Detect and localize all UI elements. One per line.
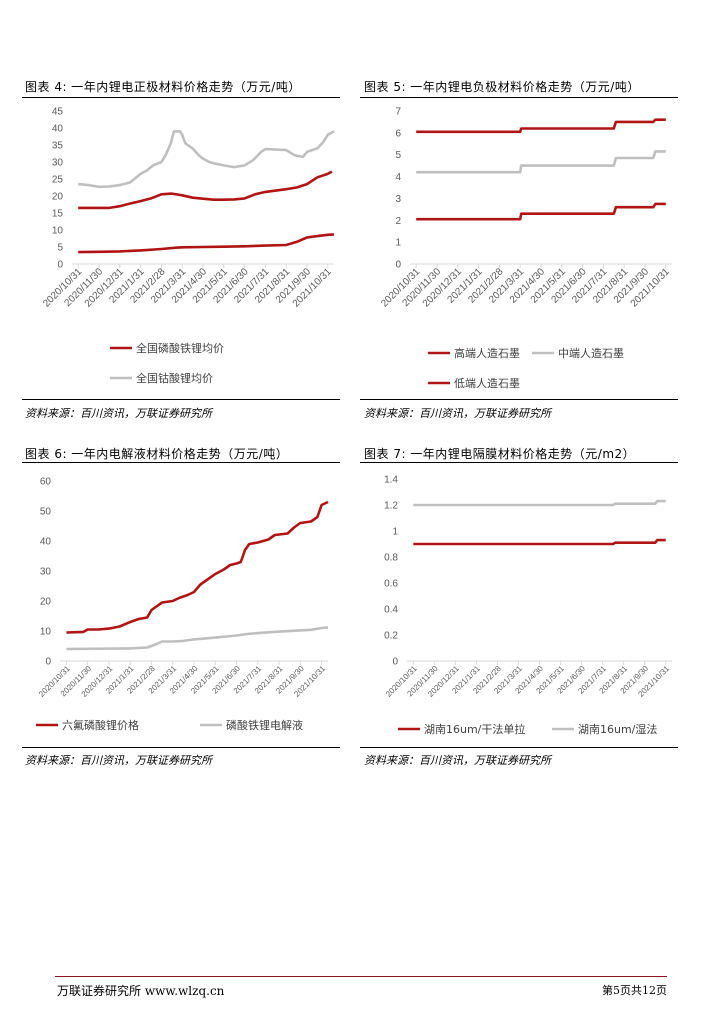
series-line: [416, 150, 666, 174]
legend-label: 中端人造石墨: [558, 346, 624, 360]
legend-label: 磷酸铁锂电解液: [226, 718, 303, 732]
y-tick-label: 20: [52, 192, 64, 203]
figure-4-header: 图表 4: 一年内锂电正极材料价格走势（万元/吨）: [25, 80, 301, 94]
figure-5-top-rule: [360, 97, 678, 98]
series-line: [416, 118, 666, 134]
series-line: [413, 538, 666, 546]
series-line: [66, 626, 329, 651]
y-tick-label: 3: [395, 194, 401, 205]
y-tick-label: 0.8: [384, 553, 398, 564]
series-line: [78, 170, 333, 210]
legend-label: 全国磷酸铁锂均价: [136, 341, 224, 355]
y-tick-label: 15: [52, 209, 64, 220]
legend-label: 高端人造石墨: [454, 346, 520, 360]
y-tick-label: 0: [392, 657, 398, 668]
y-tick-label: 5: [395, 150, 401, 161]
legend-label: 湖南16um/湿法: [578, 722, 657, 736]
y-tick-label: 0: [57, 260, 63, 271]
figure-7-header: 图表 7: 一年内锂电隔膜材料价格走势（元/m2）: [364, 447, 636, 461]
legend-label: 低端人造石墨: [454, 376, 520, 390]
y-tick-label: 45: [52, 107, 64, 118]
footer-page-number: 第5页共12页: [602, 984, 667, 997]
y-tick-label: 5: [57, 243, 63, 254]
y-tick-label: 0: [45, 657, 51, 668]
figure-5-bottom-rule: [360, 399, 678, 400]
figure-4-top-rule: [22, 97, 340, 98]
y-tick-label: 7: [395, 107, 401, 118]
series-line: [66, 500, 329, 634]
figure-6-top-rule: [22, 462, 340, 463]
footer-publisher: 万联证券研究所 www.wlzq.cn: [57, 984, 225, 998]
legend-label: 全国钴酸锂均价: [136, 371, 213, 385]
legend-label: 湖南16um/干法单拉: [424, 722, 525, 736]
y-tick-label: 0.4: [384, 605, 398, 616]
y-tick-label: 10: [52, 226, 64, 237]
y-tick-label: 40: [52, 124, 64, 135]
y-tick-label: 30: [40, 567, 52, 578]
series-line: [78, 233, 335, 254]
y-tick-label: 1.2: [384, 501, 398, 512]
series-line: [416, 202, 666, 221]
y-tick-label: 1.4: [384, 475, 398, 486]
legend-label: 六氟磷酸锂价格: [62, 718, 139, 732]
y-tick-label: 40: [40, 537, 52, 548]
y-tick-label: 25: [52, 175, 64, 186]
y-tick-label: 35: [52, 141, 64, 152]
figure-6-source: 资料来源：百川资讯，万联证券研究所: [25, 754, 212, 767]
footer-rule: [55, 976, 667, 977]
y-tick-label: 30: [52, 158, 64, 169]
y-tick-label: 0.6: [384, 579, 398, 590]
figure-7-bottom-rule: [360, 747, 678, 748]
figure-5-chart: 012345672020/10/312020/11/302020/12/3120…: [379, 107, 672, 391]
y-tick-label: 1: [395, 238, 401, 249]
series-line: [413, 499, 666, 507]
y-tick-label: 2: [395, 216, 401, 227]
y-tick-label: 20: [40, 597, 52, 608]
figure-6-chart: 01020304050602020/10/312020/11/302020/12…: [36, 477, 329, 732]
figure-4-chart: 0510152025303540452020/10/312020/11/3020…: [41, 107, 335, 385]
y-tick-label: 10: [40, 627, 52, 638]
figure-4-source: 资料来源：百川资讯，万联证券研究所: [25, 407, 212, 420]
y-tick-label: 0.2: [384, 631, 398, 642]
y-tick-label: 0: [395, 260, 401, 271]
y-tick-label: 60: [40, 477, 52, 488]
figure-7-source: 资料来源：百川资讯，万联证券研究所: [364, 754, 551, 767]
figure-6-header: 图表 6: 一年内电解液材料价格走势（万元/吨）: [25, 447, 289, 461]
y-tick-label: 4: [395, 172, 401, 183]
y-tick-label: 50: [40, 507, 52, 518]
y-tick-label: 1: [392, 527, 398, 538]
figure-5-header: 图表 5: 一年内锂电负极材料价格走势（万元/吨）: [364, 80, 640, 94]
figure-5-source: 资料来源：百川资讯，万联证券研究所: [364, 407, 551, 420]
y-tick-label: 6: [395, 128, 401, 139]
figure-6-bottom-rule: [22, 747, 340, 748]
figure-7-chart: 00.20.40.60.811.21.42020/10/312020/11/30…: [384, 475, 672, 736]
series-line: [78, 130, 335, 189]
figure-7-top-rule: [360, 462, 678, 463]
figure-4-bottom-rule: [22, 399, 340, 400]
